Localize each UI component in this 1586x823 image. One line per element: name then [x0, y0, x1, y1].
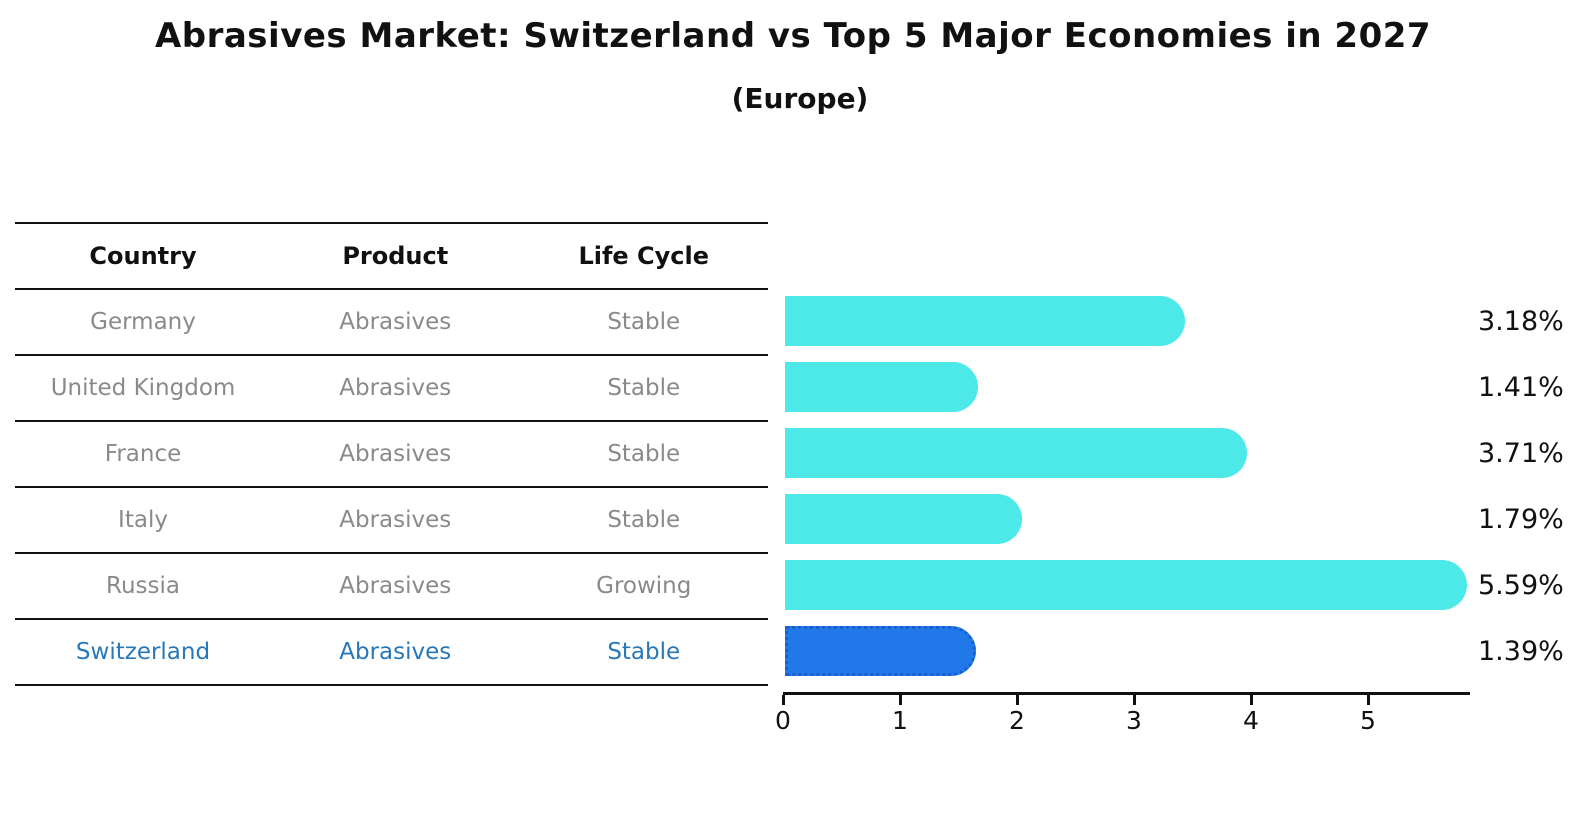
bar-russia [785, 560, 1468, 610]
table-row: United Kingdom Abrasives Stable [15, 356, 768, 422]
table-row: Italy Abrasives Stable [15, 488, 768, 554]
life-cycle-cell: Stable [607, 441, 681, 467]
life-cycle-cell: Stable [607, 639, 681, 665]
table-header-row: Country Product Life Cycle [15, 224, 768, 290]
column-header-product: Product [342, 242, 449, 270]
x-axis-tick [782, 695, 785, 705]
x-axis-tick [1367, 695, 1370, 705]
value-label-column: 3.18% 1.41% 3.71% 1.79% 5.59% 1.39% [1478, 222, 1586, 684]
bar-italy [785, 494, 1023, 544]
life-cycle-cell: Stable [607, 375, 681, 401]
x-axis-tick-label: 4 [1243, 706, 1259, 735]
country-table: Country Product Life Cycle Germany Abras… [15, 222, 768, 686]
table-row-highlight-switzerland: Switzerland Abrasives Stable [15, 620, 768, 686]
country-cell: Germany [90, 309, 196, 335]
country-cell: United Kingdom [50, 375, 236, 401]
life-cycle-cell: Growing [596, 573, 692, 599]
x-axis: 0 1 2 3 4 5 [775, 692, 1470, 742]
product-cell: Abrasives [339, 309, 452, 335]
x-axis-tick-label: 0 [775, 706, 791, 735]
product-cell: Abrasives [339, 573, 452, 599]
x-axis-tick-label: 1 [892, 706, 908, 735]
bar-chart-plot-area [783, 222, 1486, 684]
bar-france [785, 428, 1248, 478]
x-axis-tick-label: 2 [1009, 706, 1025, 735]
value-label-italy: 1.79% [1478, 503, 1564, 535]
table-row: Germany Abrasives Stable [15, 290, 768, 356]
table-row: France Abrasives Stable [15, 422, 768, 488]
x-axis-tick [1133, 695, 1136, 705]
x-axis-tick-label: 3 [1126, 706, 1142, 735]
value-label-united-kingdom: 1.41% [1478, 371, 1564, 403]
product-cell: Abrasives [339, 375, 452, 401]
chart-subtitle: (Europe) [731, 82, 869, 115]
product-cell: Abrasives [339, 441, 452, 467]
value-label-russia: 5.59% [1478, 569, 1564, 601]
bar-germany [785, 296, 1186, 346]
chart-title: Abrasives Market: Switzerland vs Top 5 M… [154, 16, 1432, 56]
x-axis-tick-label: 5 [1360, 706, 1376, 735]
column-header-life-cycle: Life Cycle [578, 242, 710, 270]
product-cell: Abrasives [339, 639, 452, 665]
value-label-france: 3.71% [1478, 437, 1564, 469]
table-row: Russia Abrasives Growing [15, 554, 768, 620]
country-cell: France [104, 441, 182, 467]
country-cell: Switzerland [75, 639, 211, 665]
value-label-germany: 3.18% [1478, 305, 1564, 337]
x-axis-tick [899, 695, 902, 705]
product-cell: Abrasives [339, 507, 452, 533]
x-axis-tick [1250, 695, 1253, 705]
bar-united-kingdom [785, 362, 978, 412]
x-axis-line [783, 692, 1470, 695]
x-axis-tick [1016, 695, 1019, 705]
value-label-switzerland: 1.39% [1478, 635, 1564, 667]
life-cycle-cell: Stable [607, 309, 681, 335]
life-cycle-cell: Stable [607, 507, 681, 533]
country-cell: Italy [118, 507, 168, 533]
bar-switzerland-highlight [785, 626, 976, 676]
column-header-country: Country [89, 242, 197, 270]
country-cell: Russia [106, 573, 180, 599]
